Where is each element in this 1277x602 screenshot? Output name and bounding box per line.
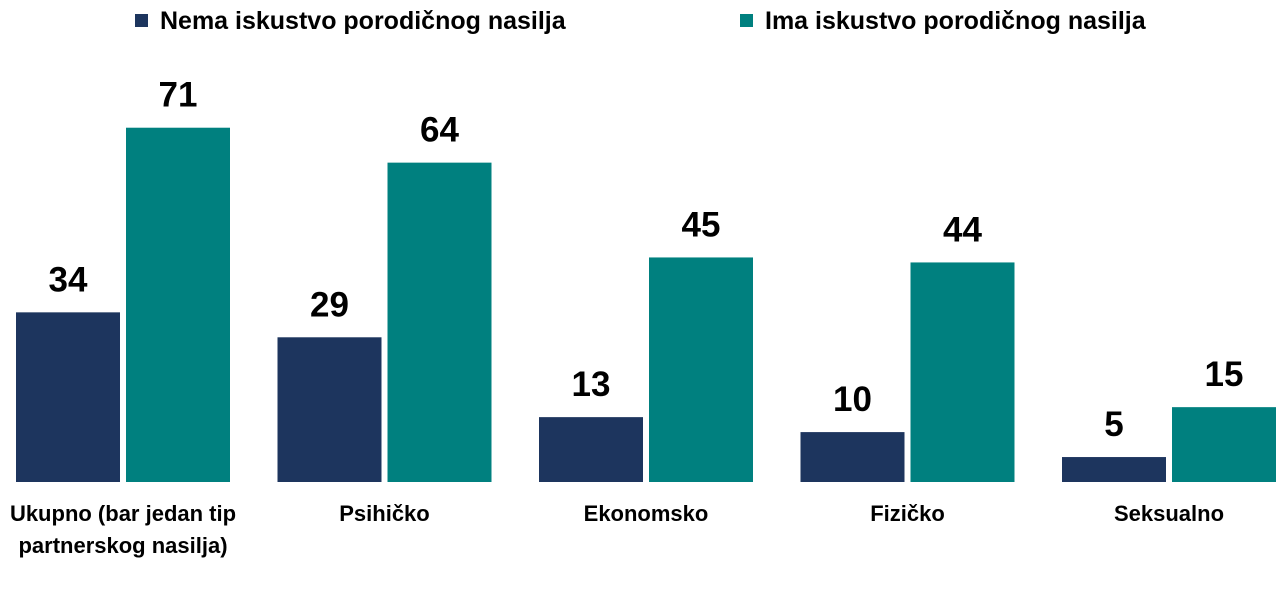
bar bbox=[277, 337, 382, 482]
bar bbox=[1062, 457, 1166, 482]
data-label: 29 bbox=[310, 285, 349, 324]
data-label: 34 bbox=[49, 260, 88, 299]
data-label: 71 bbox=[159, 76, 198, 115]
x-tick-label: Ukupno (bar jedan tip partnerskog nasilj… bbox=[9, 501, 237, 558]
legend-swatch bbox=[740, 14, 753, 27]
bar bbox=[1172, 407, 1276, 482]
data-label: 45 bbox=[682, 205, 721, 244]
data-label: 13 bbox=[572, 365, 611, 404]
legend-swatch bbox=[135, 14, 148, 27]
bar bbox=[387, 162, 492, 482]
legend-label: Nema iskustvo porodičnog nasilja bbox=[160, 7, 567, 35]
bar bbox=[649, 257, 753, 482]
bar bbox=[800, 432, 905, 482]
data-label: 44 bbox=[943, 210, 982, 249]
data-label: 10 bbox=[833, 380, 872, 419]
bar bbox=[539, 417, 643, 482]
data-label: 64 bbox=[420, 111, 459, 150]
x-tick-label: Seksualno bbox=[1113, 501, 1225, 526]
bar bbox=[126, 127, 230, 483]
data-label: 5 bbox=[1104, 405, 1123, 444]
x-tick-label: Ekonomsko bbox=[583, 501, 709, 526]
x-tick-label: Fizičko bbox=[870, 501, 945, 526]
legend-label: Ima iskustvo porodičnog nasilja bbox=[765, 7, 1147, 35]
bar bbox=[16, 312, 120, 482]
x-tick-label: Psihičko bbox=[339, 501, 430, 526]
data-label: 15 bbox=[1205, 355, 1244, 394]
bar bbox=[910, 262, 1015, 482]
